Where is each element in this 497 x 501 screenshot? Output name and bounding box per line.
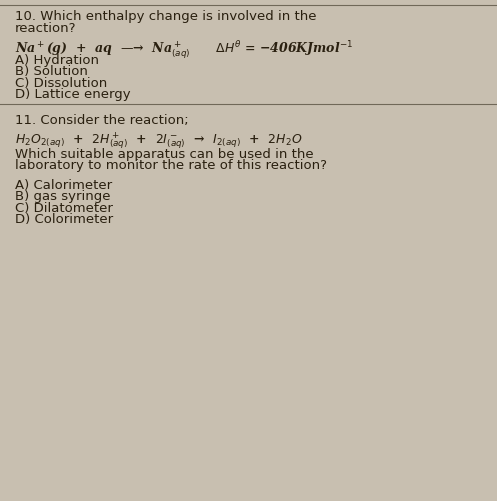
Text: C) Dilatometer: C) Dilatometer [15, 201, 113, 214]
Text: $H_2O_{2(aq)}$  +  $2H^+_{(aq)}$  +  $2I^-_{(aq)}$  →  $I_{2(aq)}$  +  $2H_2O$: $H_2O_{2(aq)}$ + $2H^+_{(aq)}$ + $2I^-_{… [15, 130, 302, 151]
Text: Na$^+$(g)  +  aq  —→  Na$^+_{(aq)}$      $\Delta H^{\theta}$ = −406KJmol$^{-1}$: Na$^+$(g) + aq —→ Na$^+_{(aq)}$ $\Delta … [15, 40, 353, 61]
Text: laboratory to monitor the rate of this reaction?: laboratory to monitor the rate of this r… [15, 159, 327, 172]
Text: B) gas syringe: B) gas syringe [15, 190, 110, 203]
Text: A) Hydration: A) Hydration [15, 54, 99, 67]
Text: Which suitable apparatus can be used in the: Which suitable apparatus can be used in … [15, 147, 314, 160]
Text: C) Dissolution: C) Dissolution [15, 77, 107, 90]
Text: B) Solution: B) Solution [15, 65, 88, 78]
Text: A) Calorimeter: A) Calorimeter [15, 178, 112, 191]
Text: 10. Which enthalpy change is involved in the: 10. Which enthalpy change is involved in… [15, 10, 317, 23]
Text: reaction?: reaction? [15, 22, 77, 35]
Text: D) Lattice energy: D) Lattice energy [15, 88, 131, 101]
Text: 11. Consider the reaction;: 11. Consider the reaction; [15, 114, 188, 127]
Text: D) Colorimeter: D) Colorimeter [15, 213, 113, 226]
